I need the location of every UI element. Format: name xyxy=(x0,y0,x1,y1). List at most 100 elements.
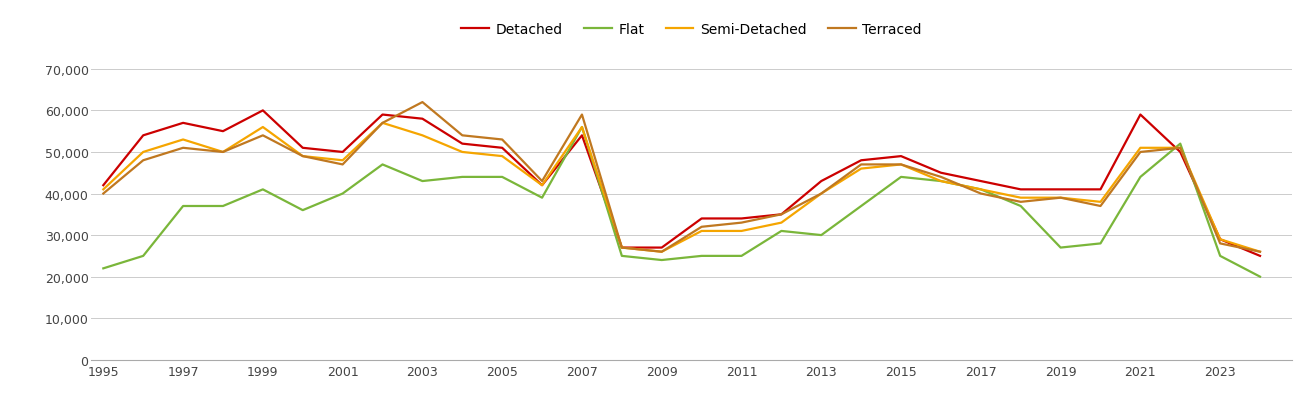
Terraced xyxy=(654,249,669,254)
Legend: Detached, Flat, Semi-Detached, Terraced: Detached, Flat, Semi-Detached, Terraced xyxy=(455,18,928,43)
Terraced xyxy=(215,150,231,155)
Flat xyxy=(1092,241,1108,246)
Detached xyxy=(1212,237,1228,242)
Terraced xyxy=(375,121,390,126)
Detached xyxy=(534,183,549,188)
Semi-Detached xyxy=(574,125,590,130)
Flat xyxy=(495,175,510,180)
Terraced xyxy=(254,133,270,138)
Detached xyxy=(136,133,151,138)
Semi-Detached xyxy=(853,167,869,172)
Flat xyxy=(774,229,790,234)
Terraced xyxy=(893,162,908,167)
Flat xyxy=(1013,204,1028,209)
Semi-Detached xyxy=(1253,249,1268,254)
Line: Detached: Detached xyxy=(103,111,1261,256)
Semi-Detached xyxy=(415,133,431,138)
Semi-Detached xyxy=(335,158,351,163)
Flat xyxy=(1133,175,1148,180)
Detached xyxy=(1133,113,1148,118)
Flat xyxy=(215,204,231,209)
Flat xyxy=(574,125,590,130)
Detached xyxy=(694,216,710,221)
Semi-Detached xyxy=(175,138,191,143)
Flat xyxy=(933,179,949,184)
Flat xyxy=(813,233,829,238)
Semi-Detached xyxy=(254,125,270,130)
Line: Flat: Flat xyxy=(103,128,1261,277)
Terraced xyxy=(1092,204,1108,209)
Detached xyxy=(375,113,390,118)
Detached xyxy=(1092,187,1108,192)
Flat xyxy=(415,179,431,184)
Terraced xyxy=(295,154,311,159)
Semi-Detached xyxy=(1133,146,1148,151)
Terraced xyxy=(495,138,510,143)
Flat xyxy=(175,204,191,209)
Semi-Detached xyxy=(495,154,510,159)
Flat xyxy=(295,208,311,213)
Detached xyxy=(415,117,431,122)
Terraced xyxy=(1172,146,1188,151)
Semi-Detached xyxy=(215,150,231,155)
Detached xyxy=(1172,150,1188,155)
Terraced xyxy=(1253,249,1268,254)
Detached xyxy=(574,133,590,138)
Flat xyxy=(95,266,111,271)
Detached xyxy=(95,183,111,188)
Terraced xyxy=(774,212,790,217)
Detached xyxy=(615,245,630,250)
Terraced xyxy=(95,191,111,196)
Semi-Detached xyxy=(1212,237,1228,242)
Semi-Detached xyxy=(1092,200,1108,205)
Terraced xyxy=(175,146,191,151)
Detached xyxy=(933,171,949,176)
Flat xyxy=(136,254,151,259)
Semi-Detached xyxy=(95,187,111,192)
Detached xyxy=(335,150,351,155)
Terraced xyxy=(534,179,549,184)
Detached xyxy=(295,146,311,151)
Flat xyxy=(853,204,869,209)
Detached xyxy=(733,216,749,221)
Semi-Detached xyxy=(136,150,151,155)
Semi-Detached xyxy=(295,154,311,159)
Detached xyxy=(974,179,989,184)
Detached xyxy=(1053,187,1069,192)
Flat xyxy=(733,254,749,259)
Semi-Detached xyxy=(1013,196,1028,201)
Flat xyxy=(694,254,710,259)
Detached xyxy=(853,158,869,163)
Flat xyxy=(1253,274,1268,279)
Flat xyxy=(893,175,908,180)
Flat xyxy=(1212,254,1228,259)
Terraced xyxy=(136,158,151,163)
Semi-Detached xyxy=(933,179,949,184)
Detached xyxy=(175,121,191,126)
Flat xyxy=(335,191,351,196)
Terraced xyxy=(1013,200,1028,205)
Terraced xyxy=(933,175,949,180)
Flat xyxy=(615,254,630,259)
Terraced xyxy=(813,191,829,196)
Semi-Detached xyxy=(534,183,549,188)
Detached xyxy=(813,179,829,184)
Terraced xyxy=(1133,150,1148,155)
Detached xyxy=(893,154,908,159)
Semi-Detached xyxy=(893,162,908,167)
Semi-Detached xyxy=(974,187,989,192)
Line: Semi-Detached: Semi-Detached xyxy=(103,124,1261,252)
Detached xyxy=(654,245,669,250)
Detached xyxy=(254,109,270,114)
Terraced xyxy=(615,245,630,250)
Flat xyxy=(534,196,549,201)
Detached xyxy=(1253,254,1268,259)
Flat xyxy=(974,187,989,192)
Detached xyxy=(215,129,231,134)
Terraced xyxy=(335,162,351,167)
Detached xyxy=(454,142,470,147)
Terraced xyxy=(574,113,590,118)
Flat xyxy=(254,187,270,192)
Terraced xyxy=(974,191,989,196)
Semi-Detached xyxy=(375,121,390,126)
